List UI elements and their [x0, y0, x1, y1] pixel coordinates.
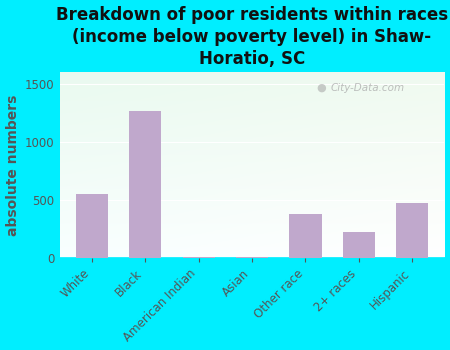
Bar: [396, 203, 428, 258]
Bar: [236, 257, 268, 258]
Bar: [129, 111, 161, 258]
Bar: [343, 232, 375, 258]
Title: Breakdown of poor residents within races
(income below poverty level) in Shaw-
H: Breakdown of poor residents within races…: [56, 6, 448, 68]
Text: City-Data.com: City-Data.com: [330, 83, 405, 93]
Y-axis label: absolute numbers: absolute numbers: [5, 94, 19, 236]
Text: ●: ●: [316, 83, 326, 93]
Bar: [183, 257, 215, 258]
Bar: [289, 215, 321, 258]
Bar: [76, 194, 108, 258]
